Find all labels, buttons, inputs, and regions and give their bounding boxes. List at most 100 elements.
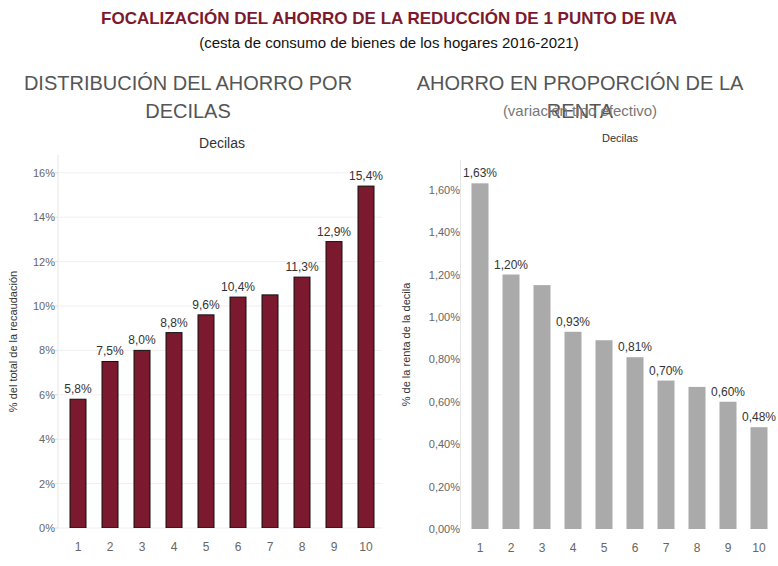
x-tick-label: 10 [359, 540, 373, 554]
y-axis-label: % del total de la recaudación [7, 271, 19, 412]
data-label: 1,63% [463, 166, 497, 180]
bars [472, 183, 768, 529]
data-label: 0,48% [742, 410, 776, 424]
data-label: 15,4% [349, 169, 383, 183]
bar [534, 285, 551, 529]
y-tick [55, 394, 58, 395]
chart-title: AHORRO EN PROPORCIÓN DE LARENTA [417, 72, 744, 122]
y-tick-label: 14% [33, 211, 55, 223]
bar [70, 399, 86, 528]
main-subtitle: (cesta de consumo de bienes de los hogar… [199, 34, 578, 51]
y-tick-label: 6% [39, 389, 55, 401]
y-tick-label: 0,20% [429, 481, 460, 493]
bar [166, 333, 182, 528]
x-tick-label: 1 [477, 541, 484, 555]
bars [70, 186, 374, 528]
x-tick-label: 9 [725, 541, 732, 555]
y-tick-label: 8% [39, 344, 55, 356]
bar [102, 361, 118, 528]
data-label: 0,93% [556, 315, 590, 329]
chart: DISTRIBUCIÓN DEL AHORRO PORDECILAS Decila… [7, 72, 383, 554]
x-tick-label: 2 [508, 541, 515, 555]
data-label: 5,8% [64, 382, 92, 396]
bar [230, 297, 246, 528]
data-label: 0,70% [649, 364, 683, 378]
y-tick-label: 1,20% [429, 269, 460, 281]
y-tick-label: 1,40% [429, 226, 460, 238]
y-tick [55, 172, 58, 173]
bar [134, 350, 150, 528]
bar [262, 295, 278, 528]
x-tick-label: 7 [267, 540, 274, 554]
figure: FOCALIZACIÓN DEL AHORRO DE LA REDUCCIÓN … [0, 0, 778, 566]
data-label: 12,9% [317, 225, 351, 239]
y-tick-label: 0,60% [429, 396, 460, 408]
x-tick-label: 9 [331, 540, 338, 554]
x-tick-label: 1 [75, 540, 82, 554]
data-label: 0,81% [618, 340, 652, 354]
y-tick-label: 0,40% [429, 438, 460, 450]
x-tick-label: 6 [235, 540, 242, 554]
y-tick [55, 439, 58, 440]
data-label: 8,0% [128, 333, 156, 347]
x-tick-label: 8 [299, 540, 306, 554]
x-tick-label: 4 [171, 540, 178, 554]
data-label: 11,3% [285, 260, 318, 274]
bar [472, 183, 489, 529]
x-tick-label: 6 [632, 541, 639, 555]
y-tick [55, 217, 58, 218]
y-axis-line [460, 160, 461, 529]
chart-title: DISTRIBUCIÓN DEL AHORRO PORDECILAS [24, 72, 352, 122]
x-axis-label: Decilas [602, 132, 639, 144]
x-tick-label: 10 [752, 541, 766, 555]
y-tick-label: 4% [39, 433, 55, 445]
y-tick-label: 0,80% [429, 353, 460, 365]
x-tick-label: 3 [539, 541, 546, 555]
y-axis-line [58, 155, 59, 528]
bar [720, 402, 737, 529]
y-tick-label: 2% [39, 478, 55, 490]
y-tick-label: 10% [33, 300, 55, 312]
y-tick-label: 0% [39, 522, 55, 534]
chart: AHORRO EN PROPORCIÓN DE LARENTA(variació… [400, 72, 776, 555]
data-label: 7,5% [96, 344, 124, 358]
bar [751, 427, 768, 529]
x-tick-label: 8 [694, 541, 701, 555]
main-title: FOCALIZACIÓN DEL AHORRO DE LA REDUCCIÓN … [101, 9, 677, 28]
x-tick-label: 5 [203, 540, 210, 554]
y-axis-label: % de la renta de la decila [400, 282, 412, 406]
y-tick-label: 0,00% [429, 523, 460, 535]
y-tick [55, 350, 58, 351]
y-tick [55, 528, 58, 529]
grid-line [58, 217, 382, 218]
bar [326, 242, 342, 528]
bar [658, 381, 675, 529]
y-tick [55, 305, 58, 306]
bar [503, 275, 520, 529]
x-axis-label: Decilas [199, 135, 245, 151]
data-label: 1,20% [494, 258, 528, 272]
data-label: 10,4% [221, 280, 255, 294]
x-tick-label: 3 [139, 540, 146, 554]
bar [627, 357, 644, 529]
bar [596, 340, 613, 529]
bar [565, 332, 582, 529]
data-label: 8,8% [160, 316, 188, 330]
bar [358, 186, 374, 528]
x-tick-label: 7 [663, 541, 670, 555]
data-label: 9,6% [192, 298, 220, 312]
y-tick-label: 16% [33, 167, 55, 179]
grid-line [58, 172, 382, 173]
y-tick [55, 261, 58, 262]
bar [198, 315, 214, 528]
bar [294, 277, 310, 528]
data-label: 0,60% [711, 385, 745, 399]
y-tick-label: 1,60% [429, 184, 460, 196]
bar [689, 387, 706, 529]
y-tick-label: 1,00% [429, 311, 460, 323]
x-tick-label: 5 [601, 541, 608, 555]
x-tick-label: 2 [107, 540, 114, 554]
y-tick-label: 12% [33, 256, 55, 268]
y-tick [55, 483, 58, 484]
chart-subtitle: (variación tipo efectivo) [503, 102, 657, 119]
